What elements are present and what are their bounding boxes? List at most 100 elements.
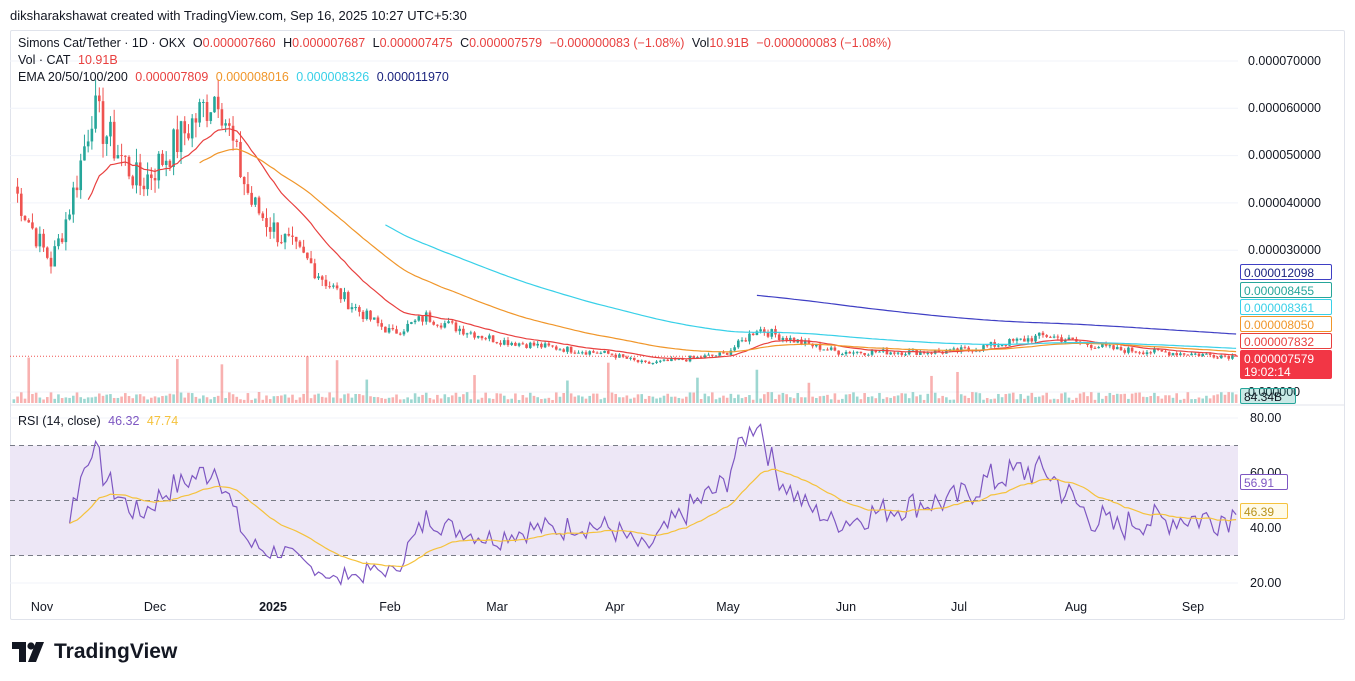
volume-bar <box>306 356 309 403</box>
volume-bar <box>447 397 450 403</box>
legend-ema-label[interactable]: EMA 20/50/100/200 <box>18 70 128 84</box>
candle-body <box>870 350 874 355</box>
volume-bar <box>499 393 502 403</box>
volume-bar <box>358 394 361 403</box>
legend-symbol[interactable]: Simons Cat/Tether · 1D · OKX <box>18 36 186 50</box>
volume-bar <box>811 396 814 403</box>
volume-bar <box>889 397 892 403</box>
candle-body <box>473 332 476 338</box>
volume-bar <box>874 398 878 403</box>
volume-bar <box>532 395 536 403</box>
volume-bar <box>291 394 294 403</box>
candle-body <box>603 350 606 353</box>
candle-body <box>176 129 179 153</box>
candle-body <box>317 276 320 279</box>
volume-bar <box>413 393 417 403</box>
volume-bar <box>777 394 781 403</box>
volume-bar <box>580 396 584 403</box>
volume-bar <box>502 395 506 403</box>
candle-body <box>959 347 963 352</box>
candle-body <box>1004 345 1008 347</box>
candle-body <box>737 340 740 348</box>
candle-body <box>1067 337 1071 341</box>
legend-rsi-ma: 47.74 <box>146 414 179 428</box>
volume-bar <box>733 398 736 403</box>
volume-bar <box>907 398 911 403</box>
volume-bar <box>436 394 439 403</box>
candle-body <box>789 337 792 341</box>
volume-bar <box>242 399 246 403</box>
candle-body <box>287 233 291 236</box>
candle-body <box>454 322 458 332</box>
legend-vol-line-label[interactable]: Vol · CAT <box>18 53 71 67</box>
candle-body <box>432 321 435 325</box>
volume-bar <box>1045 392 1048 403</box>
candle-body <box>1089 344 1093 348</box>
volume-bar <box>963 395 967 403</box>
chart-frame <box>10 30 1345 620</box>
candle-body <box>402 331 406 335</box>
volume-bar <box>164 395 168 403</box>
volume-bar <box>365 379 369 403</box>
legend-ema100: 0.000008326 <box>296 70 370 84</box>
candle-body <box>49 257 53 267</box>
candle-body <box>621 354 625 357</box>
volume-bar <box>64 397 68 403</box>
candle-body <box>57 238 60 247</box>
candle-body <box>183 121 187 134</box>
volume-bar <box>313 394 317 403</box>
volume-bar <box>896 395 900 403</box>
volume-bar <box>1164 395 1167 403</box>
volume-bar <box>729 393 733 403</box>
volume-bar <box>86 397 90 403</box>
candle-body <box>168 160 172 167</box>
volume-bar <box>803 397 807 403</box>
candle-body <box>863 352 866 355</box>
volume-bar <box>1086 396 1089 403</box>
candle-body <box>187 133 190 139</box>
legend-l-label: L <box>372 36 380 50</box>
candle-body <box>1130 347 1134 352</box>
legend-rsi-label[interactable]: RSI (14, close) <box>18 414 101 428</box>
volume-bar <box>23 398 27 403</box>
volume-bar <box>781 392 785 403</box>
volume-bar <box>625 395 629 403</box>
volume-bar <box>68 397 71 403</box>
volume-bar <box>1011 392 1015 403</box>
volume-bar <box>1130 393 1134 403</box>
volume-bar <box>711 392 714 403</box>
tradingview-logo[interactable]: TradingView <box>12 640 177 664</box>
candle-body <box>625 356 629 359</box>
candle-body <box>280 242 283 244</box>
candle-body <box>536 343 539 346</box>
volume-bar <box>658 397 662 403</box>
candle-body <box>250 192 253 205</box>
candle-body <box>124 155 127 157</box>
legend-ohlc: Simons Cat/Tether · 1D · OKX O0.00000766… <box>18 36 895 50</box>
tradingview-logo-icon <box>12 642 44 662</box>
volume-bar <box>491 398 495 403</box>
candle-body <box>584 352 588 355</box>
candle-body <box>38 233 42 247</box>
volume-bar <box>380 398 383 403</box>
volume-bar <box>283 394 287 403</box>
legend-ema50: 0.000008016 <box>215 70 289 84</box>
legend-o-label: O <box>192 36 203 50</box>
volume-bar <box>1049 399 1052 403</box>
volume-bar <box>220 364 224 403</box>
candle-body <box>577 352 580 354</box>
price-tag-ema50: 0.000008050 <box>1240 316 1332 332</box>
candle-body <box>1060 337 1063 342</box>
candle-body <box>874 350 878 353</box>
volume-bar <box>1208 398 1212 403</box>
candle-body <box>666 359 670 362</box>
candle-body <box>837 350 840 355</box>
volume-bar <box>1000 397 1004 403</box>
candle-body <box>458 328 461 332</box>
volume-bar <box>432 399 435 403</box>
volume-bar <box>1060 393 1063 403</box>
volume-bar <box>109 394 112 403</box>
volume-bar <box>98 393 101 403</box>
candle-body <box>354 307 357 309</box>
